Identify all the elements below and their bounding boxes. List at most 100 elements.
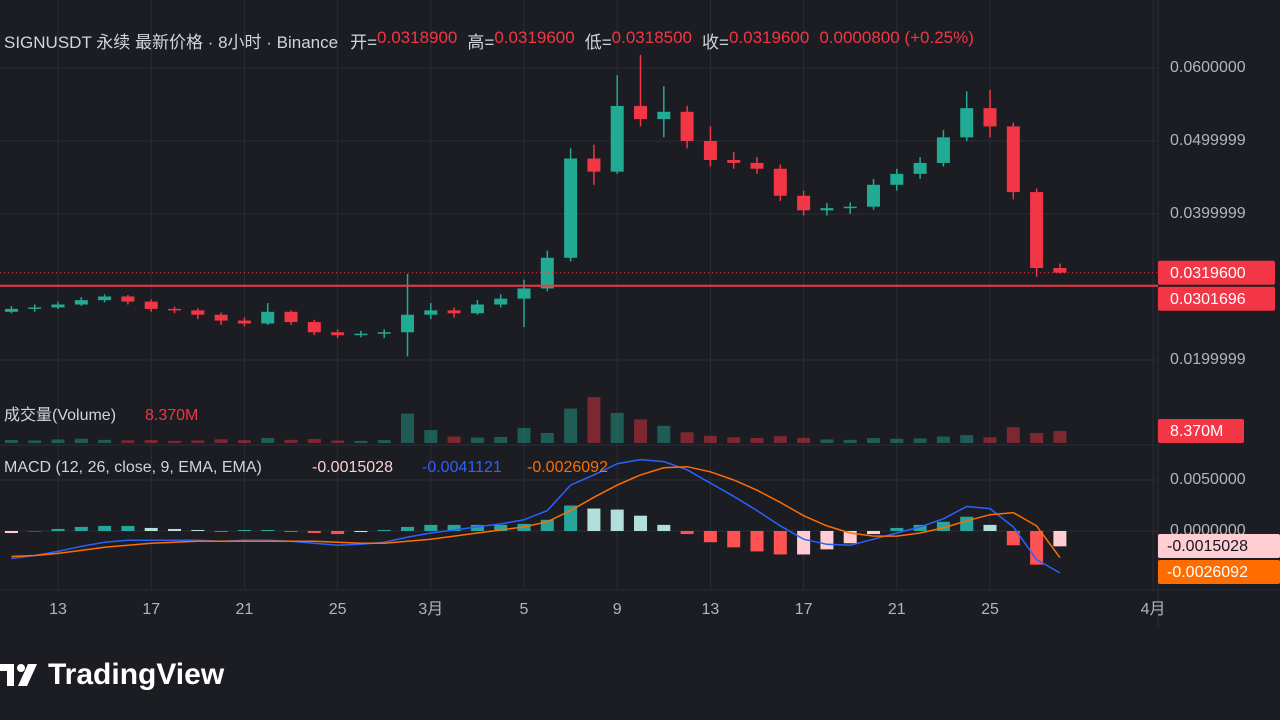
volume-title: 成交量(Volume) [4, 406, 116, 424]
macd-histogram-bar [820, 531, 834, 550]
volume-tag-label: 8.370M [1170, 423, 1223, 440]
volume-bar [680, 432, 694, 443]
macd-histogram-bar [424, 524, 438, 532]
candle-body [261, 311, 275, 324]
volume-bar [121, 440, 135, 443]
macd-histogram-bar [610, 509, 624, 532]
macd-histogram-bar [377, 529, 391, 532]
macd-histogram-tag [1158, 534, 1280, 558]
chart-title: SIGNUSDT 永续 最新价格 · 8小时 · Binance [4, 33, 339, 52]
candle-body [144, 301, 158, 309]
candle-body [51, 304, 65, 308]
candle-body [4, 308, 18, 312]
volume-bar [797, 437, 811, 443]
volume-bar [936, 436, 950, 443]
candle-body [354, 333, 368, 336]
volume-bar [4, 439, 18, 443]
macd-histogram-bar [564, 505, 578, 532]
brand-logo [0, 664, 37, 686]
header-value: 0.0318900 [377, 28, 458, 47]
candle-body [727, 159, 741, 163]
volume-bar [634, 419, 648, 443]
macd-histogram-bar [983, 524, 997, 532]
header-value: 0.0319600 [728, 28, 810, 47]
macd-histogram-bar [936, 521, 950, 532]
volume-bar [354, 440, 368, 443]
candle-body [564, 158, 578, 258]
macd-histogram-bar [773, 531, 787, 555]
volume-bar [424, 430, 438, 443]
candle-body [237, 320, 251, 324]
volume-bar [98, 439, 112, 443]
header-value: 0.0319600 [494, 28, 575, 47]
volume-bar [494, 436, 508, 443]
candle-body [517, 288, 531, 299]
header-label: 低= [584, 33, 612, 52]
volume-bar [470, 437, 484, 443]
macd-histogram-bar [657, 524, 671, 532]
macd-histogram-bar [727, 531, 741, 548]
macd-histogram-bar [98, 525, 112, 532]
volume-bar [657, 425, 671, 443]
candle-body [843, 206, 857, 209]
volume-bar [960, 435, 974, 443]
macd-histogram-tag-label: -0.0015028 [1167, 538, 1248, 555]
header-label: 开= [350, 33, 378, 52]
macd-legend-signal: -0.0026092 [527, 459, 608, 476]
candle-body [28, 307, 42, 309]
volume-bar [913, 438, 927, 443]
volume-bar [401, 413, 415, 443]
macd-histogram-bar [587, 508, 601, 532]
volume-bar [214, 439, 228, 443]
x-tick-label: 5 [520, 601, 529, 618]
volume-bar [773, 436, 787, 443]
volume-bar [307, 438, 321, 443]
macd-histogram-bar [261, 529, 275, 532]
volume-bar [587, 397, 601, 443]
macd-macd-line [11, 458, 1061, 574]
x-tick-label: 21 [236, 601, 254, 618]
macd-histogram-bar [1053, 531, 1067, 547]
y-tick-label: 0.0600000 [1170, 59, 1246, 76]
candle-body [424, 310, 438, 315]
macd-histogram-bar [913, 524, 927, 532]
candle-body [401, 314, 415, 333]
volume-bar [843, 439, 857, 443]
volume-bar [261, 437, 275, 443]
volume-bar [983, 437, 997, 443]
header-change: 0.0000800 (+0.25%) [819, 28, 974, 47]
macd-histogram-bar [307, 531, 321, 534]
candle-body [284, 311, 298, 323]
macd-histogram-bar [354, 531, 368, 533]
volume-bar [284, 439, 298, 443]
candle-body [657, 111, 671, 120]
header-label: 收= [702, 33, 729, 52]
last-price-tag [1158, 260, 1275, 285]
x-tick-label: 25 [981, 601, 999, 618]
candle-body [913, 162, 927, 174]
candle-body [610, 105, 624, 172]
macd-histogram-bar [168, 528, 182, 532]
candle-body [960, 108, 974, 138]
candle-body [890, 173, 904, 185]
macd-histogram-bar [331, 531, 345, 535]
candle-body [703, 140, 717, 160]
x-tick-label: 3月 [418, 601, 443, 618]
volume-bar [540, 432, 554, 443]
macd-histogram-bar [28, 531, 42, 532]
candle-body [191, 310, 205, 315]
macd-histogram-bar [634, 515, 648, 532]
candle-body [168, 308, 182, 311]
candle-body [74, 300, 88, 305]
macd-histogram-bar [121, 525, 135, 532]
volume-bar [890, 438, 904, 443]
volume-bar [377, 440, 391, 443]
volume-bar [703, 435, 717, 443]
volume-bar [331, 440, 345, 443]
volume-bar [1030, 432, 1044, 443]
macd-histogram-bar [890, 527, 904, 532]
candle-body [867, 184, 881, 207]
x-tick-label: 9 [613, 601, 622, 618]
macd-histogram-bar [470, 524, 484, 532]
